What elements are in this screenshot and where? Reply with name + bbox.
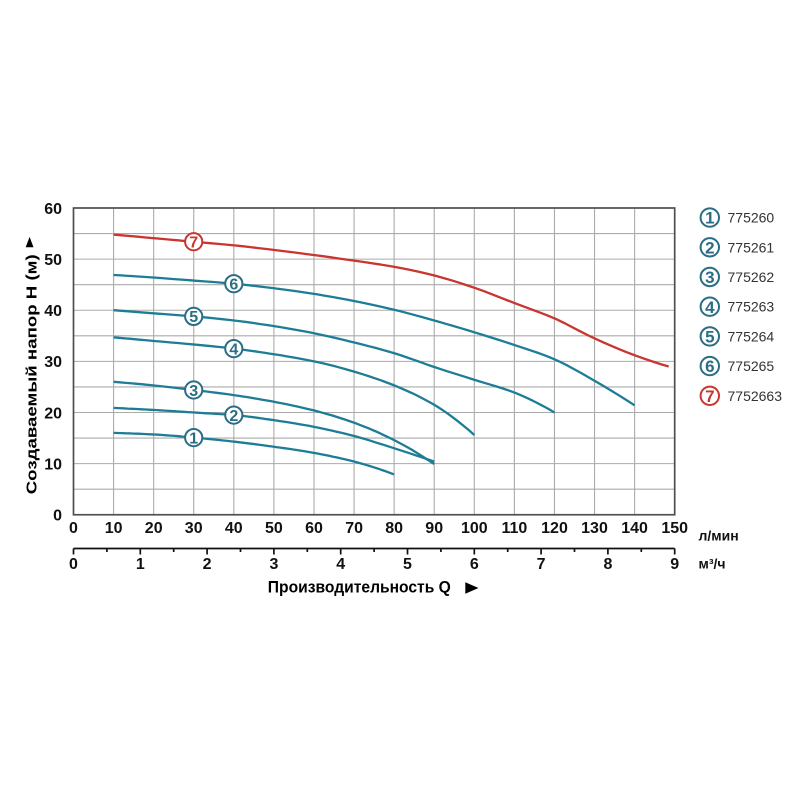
svg-text:30: 30 — [44, 354, 62, 371]
svg-text:1: 1 — [705, 209, 714, 228]
svg-text:2: 2 — [705, 238, 714, 257]
svg-text:40: 40 — [225, 520, 243, 537]
svg-text:20: 20 — [44, 405, 62, 422]
svg-text:7: 7 — [189, 235, 198, 252]
svg-text:Производительность Q: Производительность Q — [268, 578, 451, 597]
svg-text:10: 10 — [44, 456, 62, 473]
svg-text:3: 3 — [705, 268, 714, 287]
svg-text:0: 0 — [69, 556, 78, 573]
svg-text:10: 10 — [105, 520, 123, 537]
svg-text:120: 120 — [541, 520, 568, 537]
svg-text:3: 3 — [189, 383, 198, 400]
svg-text:775265: 775265 — [728, 358, 775, 374]
svg-text:150: 150 — [661, 520, 688, 537]
svg-text:40: 40 — [44, 303, 62, 320]
svg-text:л/мин: л/мин — [699, 528, 739, 544]
svg-text:6: 6 — [470, 556, 479, 573]
svg-text:70: 70 — [345, 520, 363, 537]
svg-text:3: 3 — [269, 556, 278, 573]
svg-text:4: 4 — [229, 341, 238, 358]
svg-text:4: 4 — [705, 298, 715, 317]
svg-text:60: 60 — [305, 520, 323, 537]
svg-text:8: 8 — [603, 556, 612, 573]
svg-text:100: 100 — [461, 520, 488, 537]
svg-text:1: 1 — [136, 556, 145, 573]
svg-text:20: 20 — [145, 520, 163, 537]
svg-text:130: 130 — [581, 520, 608, 537]
svg-text:7752663: 7752663 — [728, 388, 783, 404]
svg-text:775263: 775263 — [728, 299, 775, 315]
svg-text:6: 6 — [229, 277, 238, 294]
svg-text:7: 7 — [537, 556, 546, 573]
svg-text:30: 30 — [185, 520, 203, 537]
svg-text:775261: 775261 — [728, 239, 775, 255]
svg-text:Создаваемый напор H (м): Создаваемый напор H (м) — [24, 254, 41, 494]
svg-text:50: 50 — [44, 252, 62, 269]
svg-text:90: 90 — [425, 520, 443, 537]
svg-text:110: 110 — [501, 520, 527, 537]
svg-text:2: 2 — [229, 408, 238, 425]
svg-text:140: 140 — [621, 520, 648, 537]
svg-text:5: 5 — [705, 328, 714, 347]
svg-text:60: 60 — [44, 201, 62, 218]
svg-text:0: 0 — [53, 508, 62, 525]
svg-text:775264: 775264 — [728, 328, 775, 344]
svg-text:5: 5 — [403, 556, 412, 573]
svg-text:9: 9 — [670, 556, 679, 573]
svg-text:80: 80 — [385, 520, 403, 537]
svg-text:4: 4 — [336, 556, 345, 573]
svg-text:6: 6 — [705, 357, 714, 376]
svg-text:775262: 775262 — [728, 269, 775, 285]
svg-text:5: 5 — [189, 309, 198, 326]
svg-text:1: 1 — [189, 430, 198, 447]
svg-text:0: 0 — [69, 520, 78, 537]
svg-text:7: 7 — [705, 387, 714, 406]
svg-text:2: 2 — [203, 556, 212, 573]
svg-text:50: 50 — [265, 520, 283, 537]
svg-text:775260: 775260 — [728, 210, 775, 226]
svg-text:м³/ч: м³/ч — [699, 556, 726, 572]
